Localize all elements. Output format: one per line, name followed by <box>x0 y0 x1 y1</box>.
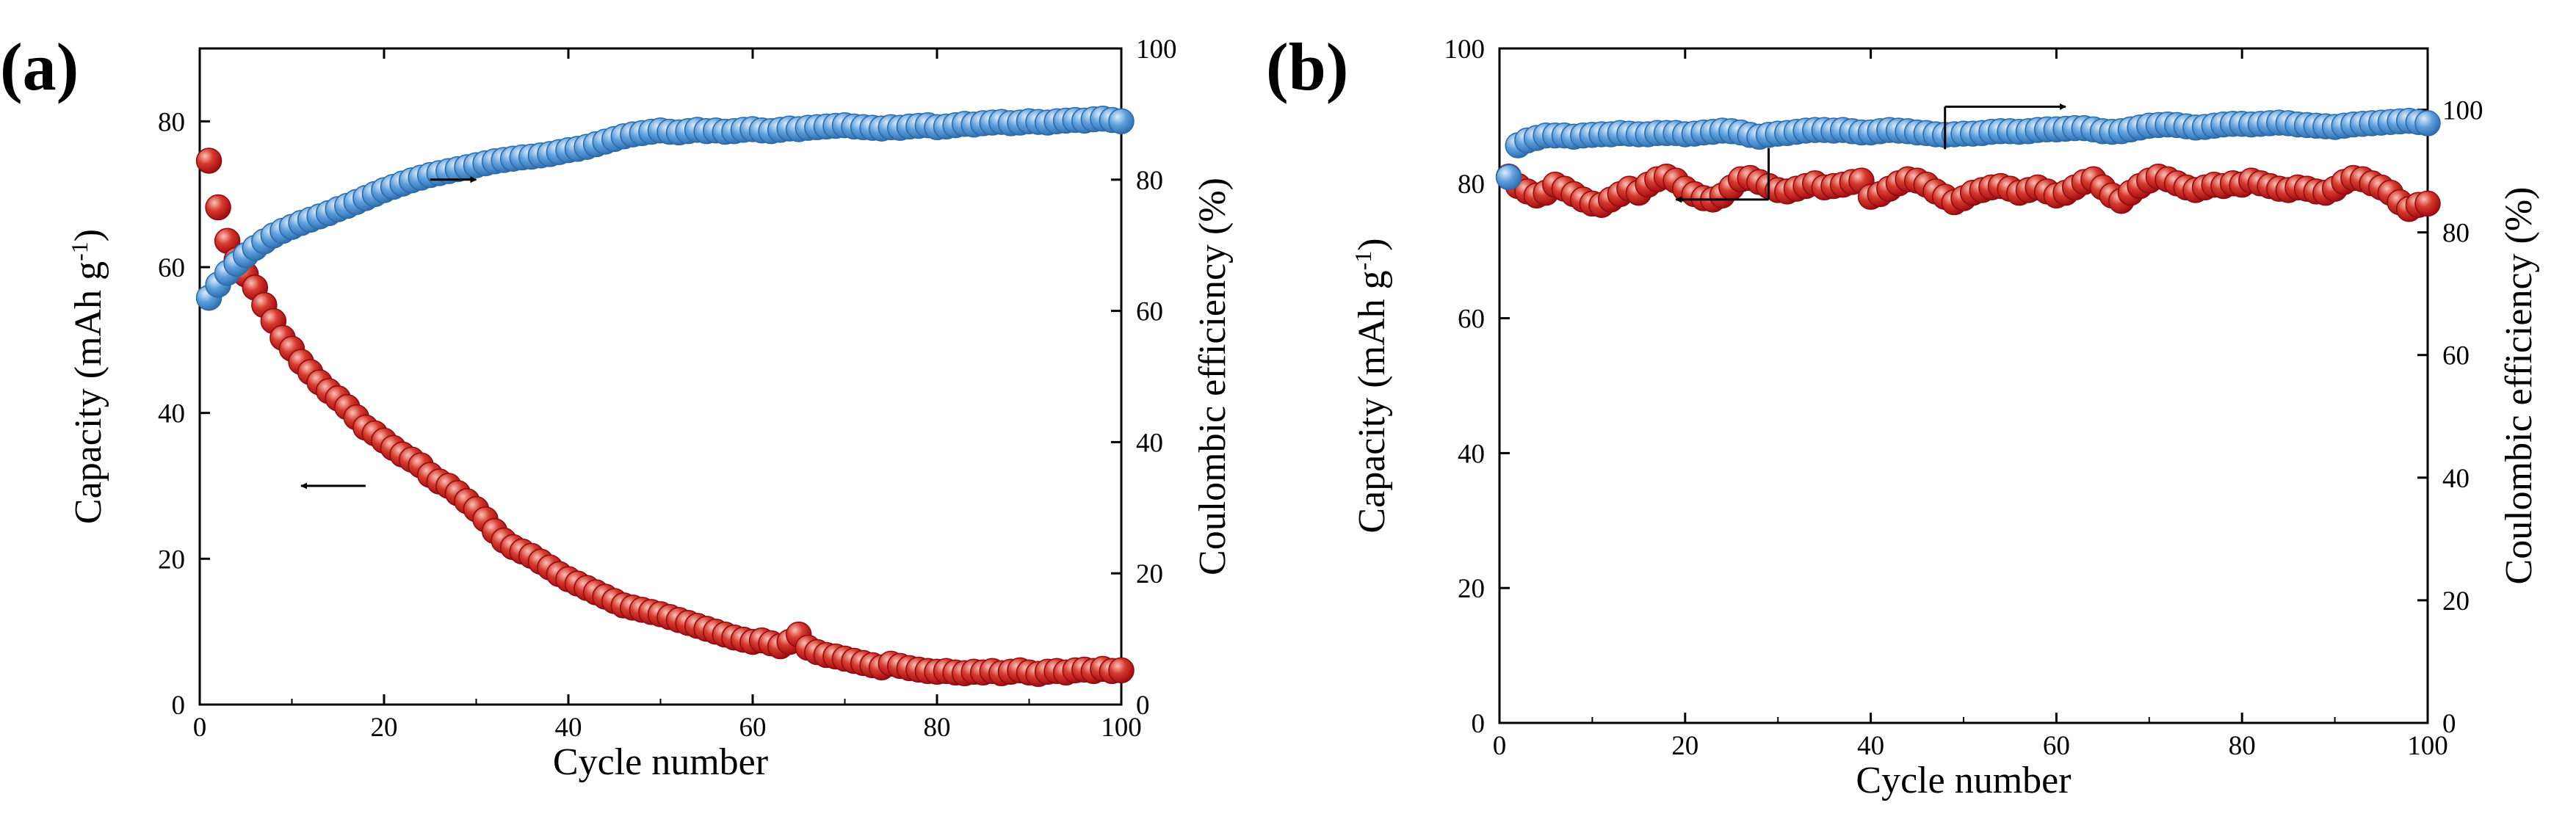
y-left-tick-label: 40 <box>1458 439 1485 469</box>
x-tick-label: 40 <box>555 713 582 743</box>
y-right-tick-label: 60 <box>2442 341 2470 371</box>
x-tick-label: 40 <box>1857 731 1884 761</box>
y-right-tick-label: 20 <box>1136 559 1163 589</box>
y-left-tick-label: 20 <box>158 545 185 575</box>
y-right-tick-label: 20 <box>2442 586 2470 616</box>
x-tick-label: 0 <box>193 713 207 743</box>
capacity-point <box>205 194 231 221</box>
y-right-tick-label: 80 <box>2442 219 2470 249</box>
x-axis-title: Cycle number <box>1856 760 2071 801</box>
y-left-tick-label: 80 <box>158 107 185 137</box>
y-left-tick-label: 0 <box>172 691 186 721</box>
x-tick-label: 20 <box>371 713 398 743</box>
y-right-tick-label: 100 <box>1136 34 1177 65</box>
y-left-axis-title: Capacity (mAh g-1) <box>66 229 109 524</box>
x-tick-label: 100 <box>2407 731 2448 761</box>
panel-a: (a)0 20 40 60 80 100020406080020406080100Cycl… <box>0 29 1234 783</box>
x-tick-label: 100 <box>1101 713 1142 743</box>
y-left-tick-label: 100 <box>1444 34 1486 65</box>
panel-label: (b) <box>1266 29 1348 104</box>
plot-frame <box>1498 47 2429 724</box>
x-tick-label: 60 <box>739 713 767 743</box>
x-tick-label: 0 <box>1493 731 1507 761</box>
efficiency-point <box>2414 110 2441 137</box>
y-left-axis-title: Capacity (mAh g-1) <box>1350 238 1393 533</box>
y-left-axis-title-main: Capacity (mAh g <box>68 261 109 524</box>
x-tick-label: 80 <box>924 713 951 743</box>
x-tick-label: 60 <box>2043 731 2070 761</box>
y-right-tick-label: 0 <box>1136 691 1150 721</box>
y-right-tick-label: 40 <box>1136 428 1163 458</box>
y-left-tick-label: 0 <box>1472 709 1486 739</box>
efficiency-series <box>1495 107 2441 191</box>
efficiency-point <box>1108 108 1135 134</box>
y-left-axis-title-tail: ) <box>68 229 109 241</box>
capacity-point <box>1108 657 1135 684</box>
capacity-point <box>195 148 222 174</box>
y-right-axis-title: Coulombic efficiency (%) <box>1192 178 1234 575</box>
capacity-series <box>195 148 1135 688</box>
y-right-axis-title: Coulombic efficiency (%) <box>2498 187 2540 585</box>
x-tick-label: 20 <box>1671 731 1698 761</box>
y-left-axis-title-main: Capacity (mAh g <box>1351 270 1393 533</box>
y-left-tick-label: 20 <box>1458 574 1485 604</box>
panel-label: (a) <box>0 29 79 104</box>
y-left-tick-label: 60 <box>158 253 185 283</box>
y-right-tick-label: 60 <box>1136 297 1163 327</box>
panel-b: (b)0 20 40 60 80 100020406080100020406080100C… <box>1266 29 2540 801</box>
y-right-tick-label: 0 <box>2442 709 2456 739</box>
x-axis-title: Cycle number <box>553 741 768 783</box>
y-left-tick-label: 80 <box>1458 170 1485 200</box>
y-left-axis-title-sup: -1 <box>1350 251 1376 271</box>
x-tick-label: 80 <box>2229 731 2256 761</box>
y-right-tick-label: 40 <box>2442 464 2470 494</box>
y-left-tick-label: 60 <box>1458 305 1485 335</box>
y-left-axis-title-tail: ) <box>1351 238 1393 250</box>
y-left-tick-label: 40 <box>158 399 185 429</box>
y-right-tick-label: 80 <box>1136 166 1163 196</box>
y-right-tick-label: 100 <box>2442 96 2483 126</box>
capacity-series <box>1495 163 2441 222</box>
capacity-point <box>2414 190 2441 217</box>
efficiency-series <box>195 105 1135 311</box>
y-left-axis-title-sup: -1 <box>66 241 93 261</box>
efficiency-point <box>1495 164 1522 191</box>
